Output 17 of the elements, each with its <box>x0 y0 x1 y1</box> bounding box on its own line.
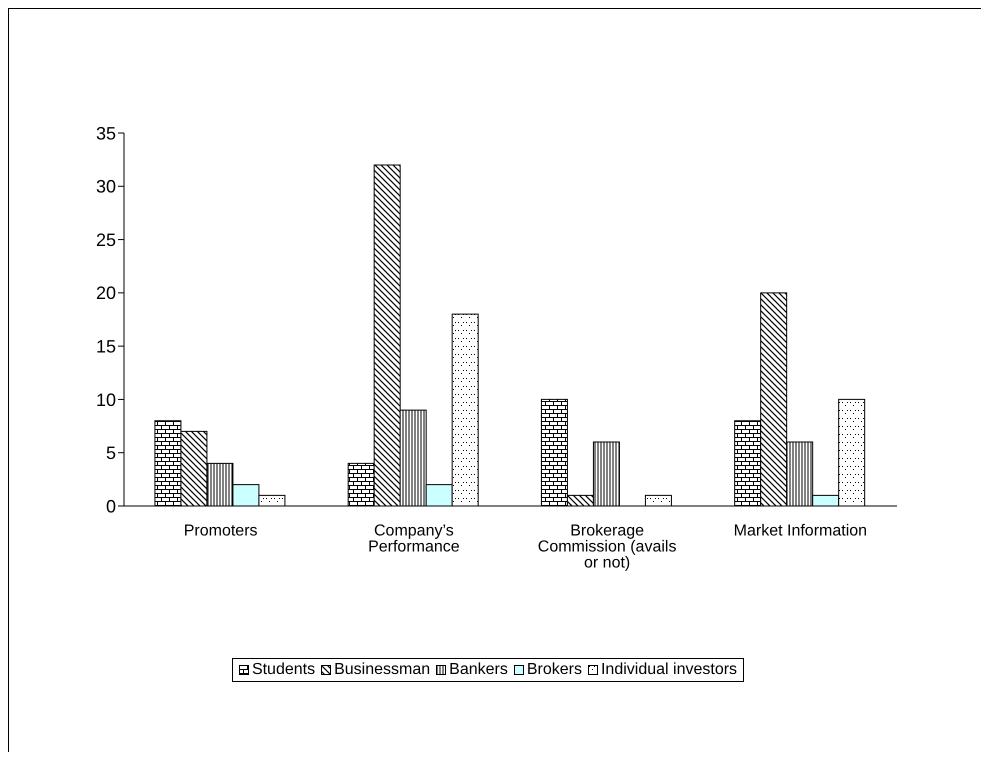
x-tick-label: Brokerage Commission (avails or not) <box>538 522 676 572</box>
legend-label: Businessman <box>333 661 430 679</box>
legend-label: Bankers <box>448 661 508 679</box>
y-tick-label: 0 <box>106 496 116 516</box>
x-tick-label: Promoters <box>184 522 258 540</box>
y-tick-label: 30 <box>96 176 116 197</box>
legend-label: Brokers <box>526 661 582 679</box>
legend-label: Individual investors <box>600 661 738 679</box>
x-tick-label: Company’s Performance <box>368 522 460 556</box>
y-tick-label: 15 <box>96 336 116 357</box>
legend-label: Students <box>250 661 316 679</box>
y-tick-label: 35 <box>96 123 116 144</box>
y-tick-label: 20 <box>96 283 116 304</box>
y-tick-label: 5 <box>106 443 116 464</box>
x-tick-label: Market Information <box>734 522 868 540</box>
y-tick-label: 10 <box>96 390 116 410</box>
y-tick-label: 25 <box>96 230 116 250</box>
